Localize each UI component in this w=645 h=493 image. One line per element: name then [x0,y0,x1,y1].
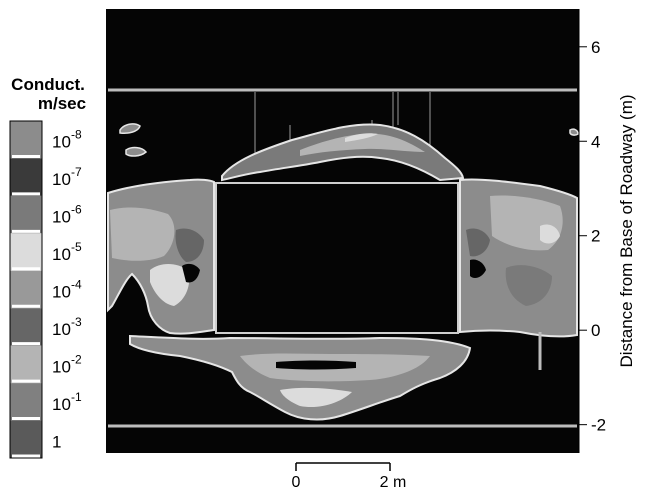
left-wall-light [110,207,175,261]
legend-exponent: -7 [71,165,82,179]
legend-swatch [10,383,42,421]
scale-bar: 0 2 m [292,462,407,491]
legend-exponent: -1 [71,390,82,404]
left-wall-pale [150,264,190,306]
legend-swatch [10,158,42,196]
legend-label: 10 [52,170,71,189]
scale-start-label: 0 [292,474,301,491]
y-tick-label: 2 [591,227,600,246]
legend-exponent: -8 [71,128,82,142]
right-wall-mid [505,265,552,306]
legend-exponent: -4 [71,278,82,292]
top-arch-inner [300,133,425,156]
legend-label: 10 [52,133,71,152]
top-arch-peak [345,133,378,142]
legend-label: 10 [52,283,71,302]
y-tick-label: 0 [591,321,600,340]
y-tick-label: -2 [591,416,606,435]
upper-right-patch [569,128,579,136]
bottom-zone-pale [280,387,352,408]
opening [215,182,459,334]
legend-border [9,120,43,459]
legend-swatch [10,121,42,159]
left-wall-void [182,263,200,283]
legend-label: 10 [52,320,71,339]
legend-swatch [10,270,42,309]
upper-left-patch-2 [125,146,148,157]
legend-label: 10 [52,357,71,376]
y-tick-label: 6 [591,38,600,57]
legend-swatch [10,233,42,271]
legend-label: 10 [52,245,71,264]
right-wall-void [470,259,486,278]
legend-exponent: -2 [71,352,82,366]
legend-title: Conduct. [11,75,85,94]
upper-left-patch [119,123,141,134]
legend-swatch [10,345,42,384]
legend-label: 1 [52,432,61,451]
right-wall-pale [540,224,560,244]
top-arch-zone [221,123,465,182]
left-wall-dark [175,228,204,262]
legend-exponent: -5 [71,240,82,254]
legend: Conduct. m/sec 10 -810 -710 -610 -510 -410 -31… [9,75,86,459]
y-tick-label: 4 [591,132,600,151]
legend-swatch [10,195,42,234]
legend-swatch [10,308,42,346]
bottom-zone-slot [276,360,356,370]
legend-label: 10 [52,208,71,227]
right-wall-dark [466,228,490,257]
legend-swatch [10,420,42,458]
legend-units: m/sec [38,94,86,113]
legend-label: 10 [52,395,71,414]
legend-exponent: -6 [71,203,82,217]
y-axis-label: Distance from Base of Roadway (m) [617,94,636,367]
scale-end-label: 2 m [380,474,407,491]
y-axis: -2 0 2 4 6 [578,9,606,453]
legend-exponent: -3 [71,315,82,329]
